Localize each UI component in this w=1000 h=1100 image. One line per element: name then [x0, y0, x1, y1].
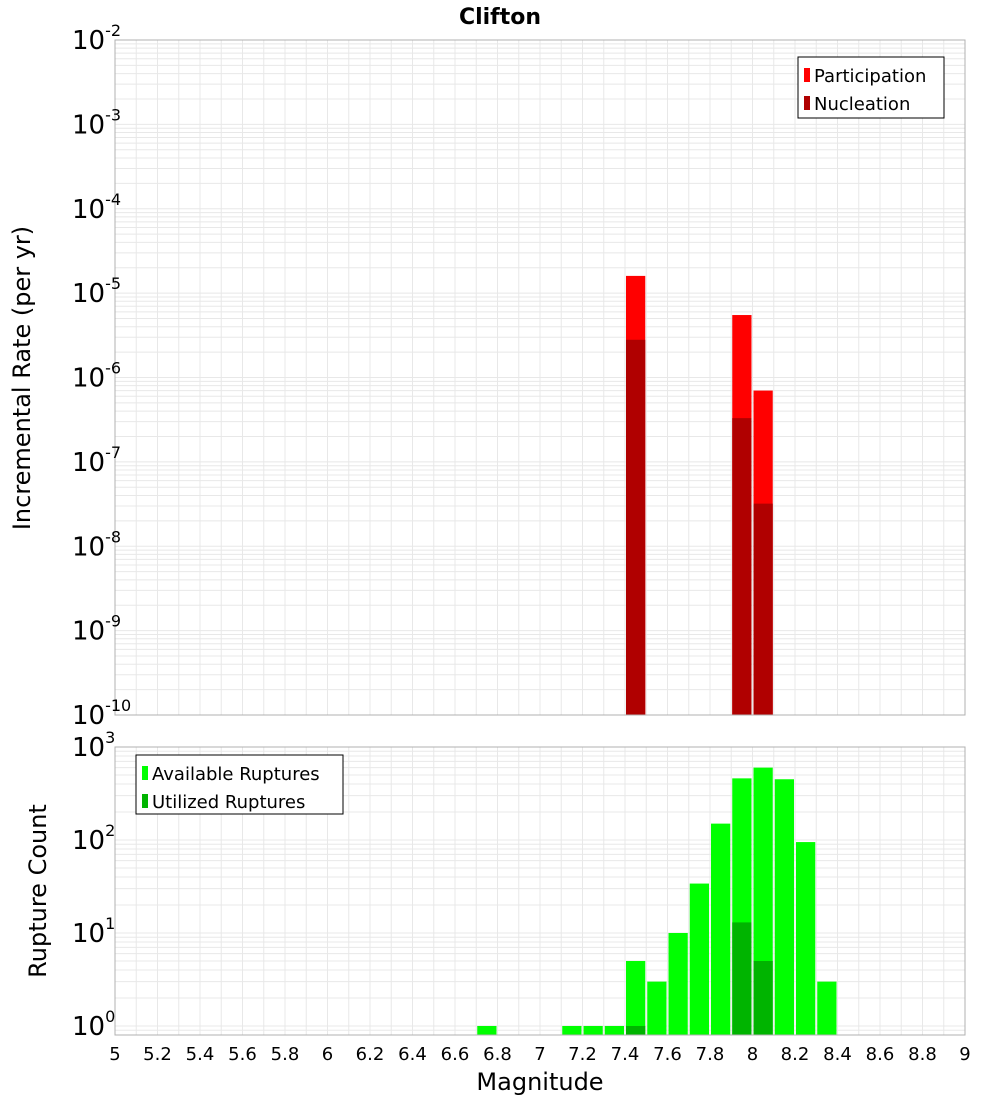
y-tick-label: 10-5 [72, 274, 121, 309]
bottom-x-ticks: 5 5.2 5.4 5.6 5.8 6 6.2 6.4 6.6 6.8 7 7.2 7.4 7.6 7.8 8… [109, 1044, 970, 1065]
x-tick-label: 8.2 [781, 1044, 810, 1065]
bottom-panel: 100 101 102 103 5 5.2 5.4 5.6 5.8 6 6.2 6.4 6.6 6.8 7… [24, 728, 971, 1096]
bottom-legend: Available Ruptures Utilized Ruptures [135, 754, 344, 815]
top-bars [626, 275, 773, 715]
bar-nucleation [732, 418, 752, 715]
y-tick-label: 10-9 [72, 612, 121, 647]
bar-nucleation [626, 339, 646, 715]
legend-swatch [804, 68, 810, 82]
bottom-y-axis-label: Rupture Count [24, 804, 52, 978]
top-panel: 10-10 10-9 10-8 10-7 10-6 10-5 10-4 10-3 10-2 In… [8, 21, 966, 731]
y-tick-label: 10-3 [72, 105, 121, 140]
y-tick-label: 10-6 [72, 359, 121, 394]
bar-available-ruptures [689, 883, 709, 1035]
bar-available-ruptures [711, 823, 731, 1035]
x-tick-label: 7.6 [653, 1044, 682, 1065]
y-tick-label: 101 [72, 914, 115, 949]
legend-box [797, 56, 945, 119]
bar-available-ruptures [626, 960, 646, 1035]
x-tick-label: 5.4 [186, 1044, 215, 1065]
bar-available-ruptures [562, 1025, 582, 1035]
y-tick-label: 10-2 [72, 21, 121, 56]
legend-label: Participation [814, 66, 926, 87]
x-tick-label: 5.8 [271, 1044, 300, 1065]
bar-available-ruptures [477, 1025, 497, 1035]
x-axis-label: Magnitude [476, 1068, 603, 1096]
x-tick-label: 7.2 [568, 1044, 597, 1065]
bar-available-ruptures [583, 1025, 603, 1035]
x-tick-label: 9 [959, 1044, 970, 1065]
bar-utilized-ruptures [732, 922, 752, 1035]
top-y-axis-label: Incremental Rate (per yr) [8, 226, 36, 530]
x-tick-label: 6.6 [441, 1044, 470, 1065]
x-tick-label: 7.8 [696, 1044, 725, 1065]
bottom-y-ticks: 100 101 102 103 [72, 728, 115, 1042]
bar-nucleation [753, 503, 773, 715]
x-tick-label: 6.2 [356, 1044, 385, 1065]
y-tick-label: 10-7 [72, 443, 121, 478]
bar-available-ruptures [604, 1025, 624, 1035]
bottom-bars [477, 767, 837, 1035]
legend-label: Available Ruptures [152, 764, 320, 785]
bar-utilized-ruptures [626, 1025, 646, 1035]
x-tick-label: 8 [747, 1044, 758, 1065]
y-tick-label: 10-4 [72, 190, 121, 225]
y-tick-label: 10-10 [72, 696, 131, 731]
legend-box [135, 754, 344, 815]
x-tick-label: 6.4 [398, 1044, 427, 1065]
bar-utilized-ruptures [753, 960, 773, 1035]
bar-available-ruptures [796, 842, 816, 1035]
chart-title: Clifton [459, 5, 541, 30]
x-tick-label: 7.4 [611, 1044, 640, 1065]
x-tick-label: 8.6 [866, 1044, 895, 1065]
top-grid [114, 39, 966, 716]
bottom-frame [114, 746, 966, 1036]
top-legend: Participation Nucleation [797, 56, 945, 119]
x-tick-label: 8.4 [823, 1044, 852, 1065]
x-tick-label: 5.2 [143, 1044, 172, 1065]
y-tick-label: 102 [72, 821, 115, 856]
x-tick-label: 5 [109, 1044, 120, 1065]
legend-label: Nucleation [814, 94, 910, 115]
x-tick-label: 6.8 [483, 1044, 512, 1065]
legend-label: Utilized Ruptures [152, 792, 305, 813]
x-tick-label: 8.8 [908, 1044, 937, 1065]
legend-swatch [142, 766, 148, 780]
y-tick-label: 10-8 [72, 527, 121, 562]
y-tick-label: 100 [72, 1007, 115, 1042]
legend-swatch [804, 96, 810, 110]
x-tick-label: 6 [322, 1044, 333, 1065]
top-y-ticks: 10-10 10-9 10-8 10-7 10-6 10-5 10-4 10-3 10-2 [72, 21, 131, 731]
top-frame [114, 39, 966, 716]
x-tick-label: 5.6 [228, 1044, 257, 1065]
y-tick-label: 103 [72, 728, 115, 763]
bar-available-ruptures [774, 779, 794, 1035]
legend-swatch [142, 794, 148, 808]
bar-available-ruptures [817, 981, 837, 1035]
x-tick-label: 7 [534, 1044, 545, 1065]
bar-available-ruptures [668, 932, 688, 1035]
bar-available-ruptures [647, 981, 667, 1035]
